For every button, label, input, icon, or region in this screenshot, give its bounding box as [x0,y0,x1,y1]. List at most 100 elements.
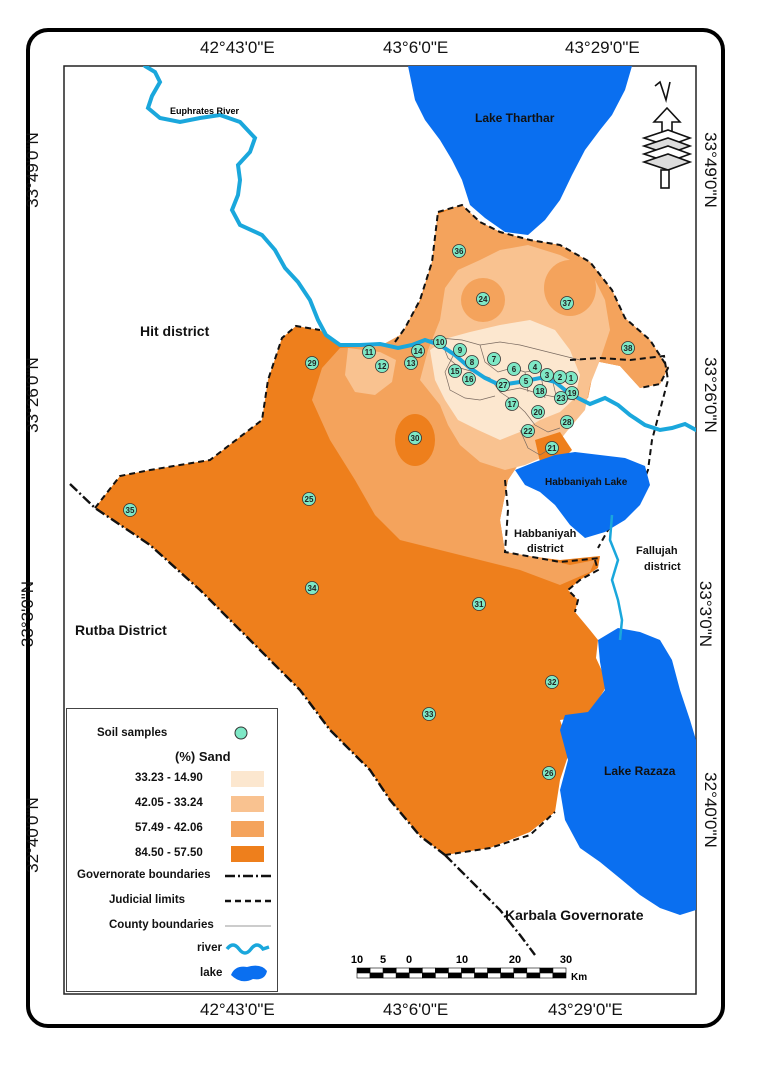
sample-number: 3 [545,371,550,380]
soil-sample-point: 9 [453,343,467,357]
soil-sample-point: 16 [462,372,476,386]
sample-number: 4 [533,363,538,372]
euphrates-river [143,66,696,433]
soil-sample-point: 32 [545,675,559,689]
sample-number: 11 [365,348,374,357]
coord-bottom-2: 43°6'0"E [383,1000,449,1019]
sample-marker [465,355,479,369]
scale-segment [395,972,410,979]
scale-segment [395,967,410,974]
scale-segment [382,967,397,974]
scale-segment [448,967,462,974]
sample-marker [560,415,574,429]
soil-sample-point: 7 [487,352,501,366]
sample-marker [507,362,521,376]
coord-right-1: 33°49'0"N [700,132,720,208]
soil-sample-point: 4 [528,360,542,374]
lake-habbaniyah [515,452,650,538]
sample-point-icon [234,726,248,740]
sample-marker [462,372,476,386]
soil-sample-point: 33 [422,707,436,721]
sand-pocket-37 [544,260,596,316]
scale-segment [474,972,488,979]
soil-sample-point: 12 [375,359,389,373]
legend-river: river [197,942,222,954]
sample-number: 32 [548,678,557,687]
soil-sample-point: 24 [476,292,490,306]
legend-class-label: 33.23 - 14.90 [135,772,203,784]
soil-sample-point: 21 [545,441,559,455]
sample-marker [302,492,316,506]
scale-segment [369,972,384,979]
scale-segment [513,967,528,974]
legend-class-swatch [231,821,264,837]
sample-number: 17 [508,400,517,409]
sample-marker [519,374,533,388]
sample-marker [404,356,418,370]
scale-segment [448,972,462,979]
scale-segment [382,972,397,979]
sample-number: 16 [465,375,474,384]
label-habbaniyah-district-line2: district [527,543,564,555]
sample-marker [123,503,137,517]
sample-number: 20 [534,408,543,417]
sample-number: 6 [512,365,517,374]
sample-number: 14 [414,347,423,356]
soil-sample-point: 10 [433,335,447,349]
judicial-line-icon [225,899,271,903]
sample-number: 31 [475,600,484,609]
legend-soil-samples: Soil samples [97,727,168,739]
legend-lake: lake [200,967,223,979]
soil-sample-point: 8 [465,355,479,369]
label-habbaniyah-lake: Habbaniyah Lake [545,477,628,488]
sample-number: 15 [451,367,460,376]
sample-marker [542,766,556,780]
scale-segment [369,967,384,974]
soil-sample-point: 30 [408,431,422,445]
sample-number: 12 [378,362,387,371]
sample-number: 36 [455,247,464,256]
sample-number: 22 [524,427,533,436]
scale-segment [422,967,436,974]
scale-segment [422,972,436,979]
sample-number: 30 [411,434,420,443]
scale-unit: Km [571,972,587,983]
soil-sample-point: 31 [472,597,486,611]
scale-tick-label: 0 [406,954,412,966]
legend-class-label: 42.05 - 33.24 [135,797,203,809]
sample-number: 8 [470,358,475,367]
sample-number: 19 [568,389,577,398]
sample-number: 35 [126,506,135,515]
scale-bar: 10 5 0 10 20 30 Km [351,954,587,983]
sample-number: 23 [557,394,566,403]
sample-number: 21 [548,444,557,453]
sample-number: 37 [563,299,572,308]
sample-number: 18 [536,387,545,396]
coord-left-2: 33°26'0"N [22,357,42,433]
soil-sample-point: 13 [404,356,418,370]
sample-number: 27 [499,381,508,390]
sample-marker [521,424,535,438]
label-lake-tharthar: Lake Tharthar [475,111,555,125]
sample-marker [621,341,635,355]
sample-marker [505,397,519,411]
sample-number: 10 [436,338,445,347]
lake-tharthar [408,66,632,235]
scale-segment [487,967,501,974]
soil-sample-point: 19 [565,386,579,400]
scale-segment [539,972,554,979]
coord-left-1: 33°49'0"N [22,132,42,208]
label-lake-razaza: Lake Razaza [604,764,676,778]
sample-number: 34 [308,584,317,593]
county-line-icon [225,925,271,927]
sample-marker [540,368,554,382]
sample-number: 26 [545,769,554,778]
label-hit-district: Hit district [140,323,210,339]
coord-top-2: 43°6'0"E [383,38,449,57]
scale-segment [552,972,567,979]
sample-marker [531,405,545,419]
lake-razaza [560,628,696,915]
legend-class-label: 84.50 - 57.50 [135,847,203,859]
sample-marker [453,343,467,357]
